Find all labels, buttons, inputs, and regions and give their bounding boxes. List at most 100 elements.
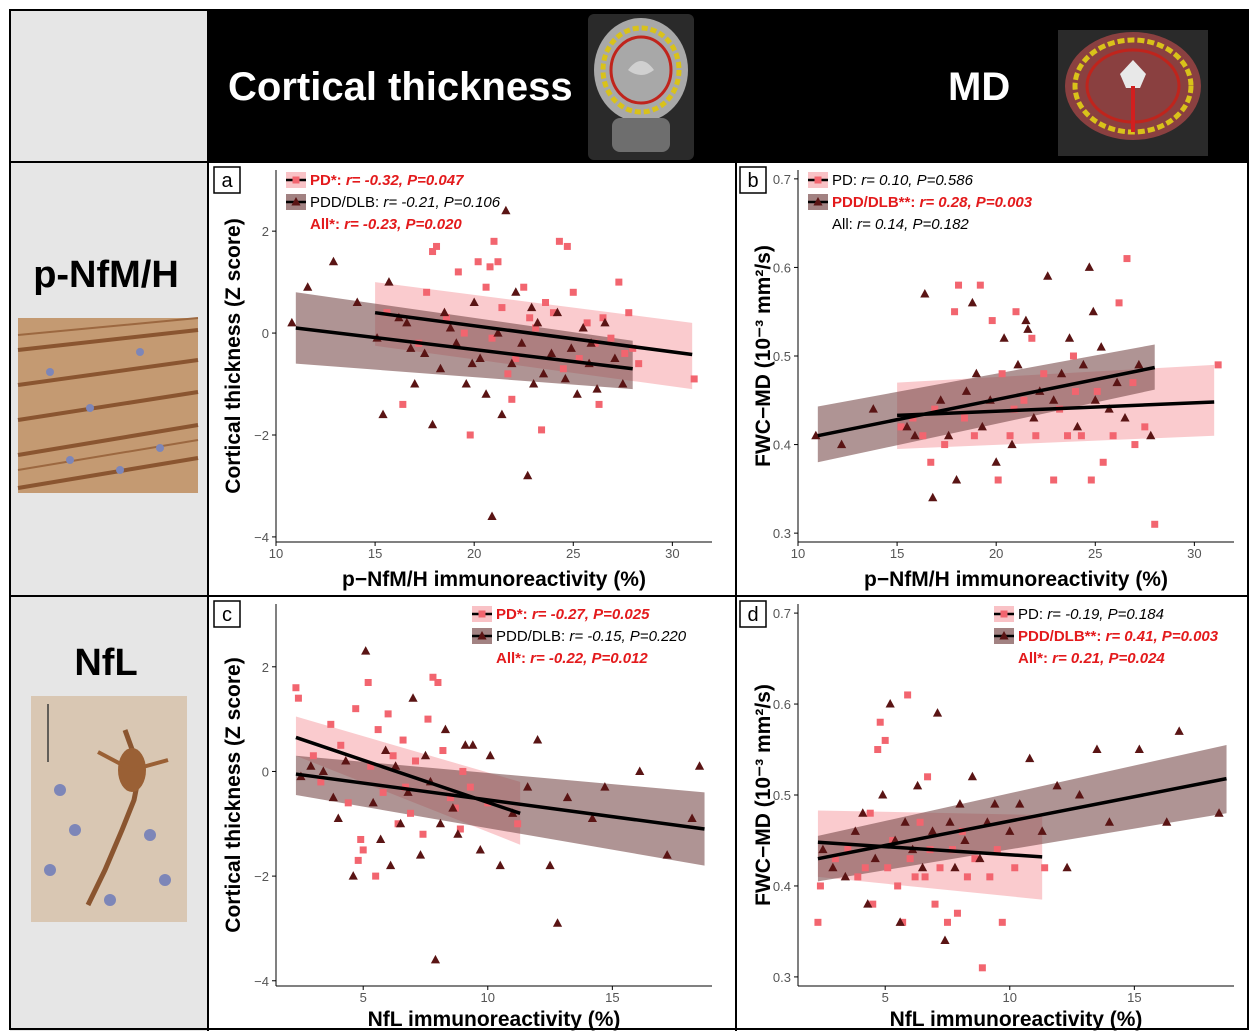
point-pdd-dlb bbox=[403, 787, 413, 796]
point-pdd-dlb bbox=[1049, 395, 1059, 404]
legend-key-marker bbox=[1000, 610, 1008, 618]
point-pdd-dlb bbox=[348, 871, 358, 880]
point-pdd-dlb bbox=[902, 421, 912, 431]
panel-tag-box bbox=[739, 600, 767, 628]
point-pdd-dlb bbox=[920, 289, 930, 298]
point-pd bbox=[1214, 361, 1222, 369]
point-pd bbox=[993, 846, 1001, 854]
point-pd bbox=[916, 818, 924, 826]
y-axis-label: Cortical thickness (Z score) bbox=[222, 218, 245, 493]
point-pd bbox=[294, 694, 302, 702]
x-tick-label: 25 bbox=[566, 546, 580, 561]
point-pd bbox=[526, 314, 534, 322]
point-pdd-dlb bbox=[837, 439, 847, 449]
point-pdd-dlb bbox=[967, 297, 977, 307]
corner-cell bbox=[10, 10, 208, 162]
x-tick-label: 15 bbox=[605, 990, 619, 1005]
point-pd bbox=[1109, 432, 1117, 440]
x-tick-label: 10 bbox=[1003, 990, 1017, 1005]
point-pdd-dlb bbox=[885, 699, 895, 708]
point-pdd-dlb bbox=[610, 353, 620, 363]
point-pd bbox=[490, 237, 498, 245]
point-pdd-dlb bbox=[1112, 377, 1122, 387]
point-pdd-dlb bbox=[1134, 359, 1144, 369]
point-pd bbox=[439, 747, 447, 755]
point-pdd-dlb bbox=[523, 470, 533, 480]
point-pdd-dlb bbox=[961, 386, 972, 395]
point-pdd-dlb bbox=[1134, 744, 1144, 754]
point-pdd-dlb bbox=[468, 740, 478, 749]
point-pd bbox=[844, 846, 852, 854]
regression-line-pd bbox=[817, 840, 1043, 859]
y-tick-label: 0.4 bbox=[773, 879, 791, 894]
point-pdd-dlb bbox=[318, 766, 328, 775]
point-pd bbox=[466, 783, 474, 791]
point-pdd-dlb bbox=[587, 813, 598, 823]
point-pdd-dlb bbox=[538, 368, 549, 378]
point-pd bbox=[1011, 864, 1019, 872]
point-pdd-dlb bbox=[430, 954, 441, 964]
point-pdd-dlb bbox=[427, 419, 438, 429]
panel-c: −4 −2 0 2 5 10 15 NfL immunoreactivity (%) Corti… bbox=[213, 600, 712, 1031]
y-tick-label: 0 bbox=[262, 326, 269, 341]
legend-key-marker bbox=[813, 197, 823, 206]
regression-line-pd bbox=[374, 310, 693, 357]
point-pd bbox=[433, 242, 441, 250]
point-pd bbox=[419, 830, 427, 838]
point-pd bbox=[520, 283, 528, 291]
point-pd bbox=[446, 794, 454, 802]
point-pdd-dlb bbox=[1021, 315, 1031, 325]
point-pdd-dlb bbox=[390, 761, 401, 770]
point-pdd-dlb bbox=[572, 389, 582, 398]
point-pd bbox=[583, 319, 591, 327]
point-pd bbox=[607, 334, 615, 342]
point-pdd-dlb bbox=[1214, 808, 1224, 817]
legend-entry-all: All: r= 0.14, P=0.182 bbox=[832, 216, 969, 233]
point-pdd-dlb bbox=[945, 817, 955, 826]
point-pdd-dlb bbox=[376, 834, 386, 843]
legend-group-label: All: bbox=[832, 216, 857, 233]
legend-stats: r= -0.21, P=0.106 bbox=[383, 194, 500, 211]
point-pd bbox=[921, 873, 929, 881]
legend-stats: r= -0.19, P=0.184 bbox=[1047, 606, 1164, 623]
legend-group-label: PD: bbox=[1018, 606, 1047, 623]
point-pd bbox=[379, 788, 387, 796]
point-pdd-dlb bbox=[481, 389, 491, 398]
column-header-cortical-thickness: Cortical thickness bbox=[228, 65, 573, 109]
point-pd bbox=[971, 855, 979, 863]
legend-key-marker bbox=[292, 176, 300, 184]
point-pd bbox=[429, 673, 437, 681]
point-pd bbox=[976, 281, 984, 289]
point-pdd-dlb bbox=[818, 844, 828, 854]
point-pd bbox=[532, 324, 540, 332]
point-pdd-dlb bbox=[448, 803, 458, 812]
point-pdd-dlb bbox=[303, 282, 313, 291]
point-pd bbox=[861, 864, 869, 872]
y-tick-label: −4 bbox=[254, 530, 269, 545]
point-pd bbox=[374, 726, 382, 734]
point-pdd-dlb bbox=[361, 646, 371, 655]
legend-stats: r= 0.10, P=0.586 bbox=[861, 172, 973, 189]
panel-tag-box bbox=[213, 166, 241, 194]
point-pd bbox=[1099, 458, 1107, 466]
legend-key-marker bbox=[999, 631, 1009, 640]
x-axis-label: NfL immunoreactivity (%) bbox=[368, 1008, 621, 1031]
point-pd bbox=[563, 242, 571, 250]
point-pdd-dlb bbox=[592, 384, 602, 393]
point-pd bbox=[1050, 476, 1058, 484]
x-axis-label: NfL immunoreactivity (%) bbox=[890, 1008, 1143, 1031]
point-pdd-dlb bbox=[402, 317, 412, 327]
point-pd bbox=[456, 825, 464, 833]
y-tick-label: −2 bbox=[254, 869, 269, 884]
point-pdd-dlb bbox=[1013, 359, 1023, 369]
point-pd bbox=[953, 909, 961, 917]
point-pdd-dlb bbox=[1174, 726, 1184, 735]
point-pdd-dlb bbox=[328, 256, 339, 266]
point-pdd-dlb bbox=[1064, 333, 1075, 342]
point-pd bbox=[412, 757, 420, 765]
panel-d: 0.3 0.4 0.5 0.6 0.7 5 10 15 NfL immunoreactivity… bbox=[739, 600, 1234, 1031]
point-pdd-dlb bbox=[977, 421, 987, 431]
legend-key-marker bbox=[291, 197, 301, 206]
x-tick-label: 20 bbox=[989, 546, 1003, 561]
point-pdd-dlb bbox=[406, 343, 416, 352]
